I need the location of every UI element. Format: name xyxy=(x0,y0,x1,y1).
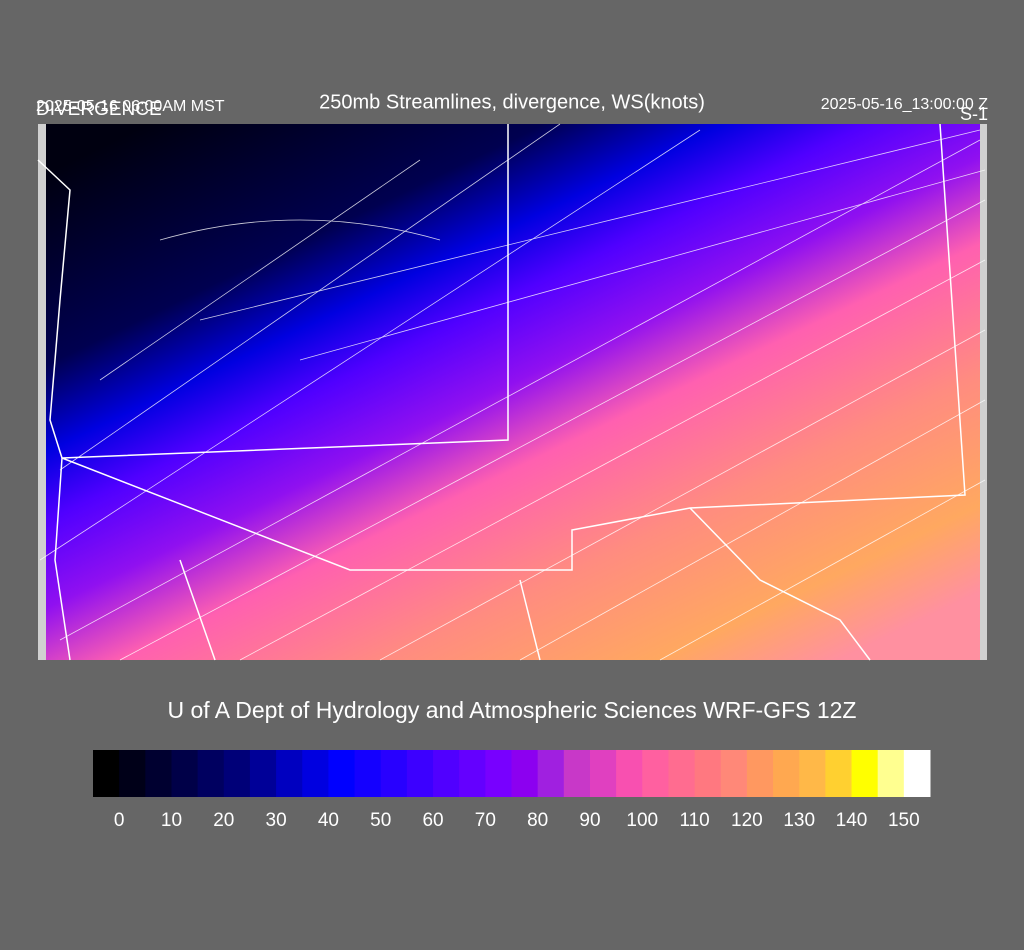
colorbar-tick-label: 120 xyxy=(731,810,763,831)
colorbar-swatch xyxy=(197,750,225,797)
state-borders xyxy=(37,123,966,661)
colorbar-swatch xyxy=(433,750,460,797)
streamlines xyxy=(39,123,986,661)
colorbar-tick-label: 90 xyxy=(579,810,600,831)
colorbar-swatch xyxy=(511,750,539,797)
colorbar-swatch xyxy=(720,750,748,797)
colorbar-tick-label: 0 xyxy=(114,810,125,831)
colorbar-swatch xyxy=(380,750,408,797)
colorbar: 0 10 20 30 40 50 60 70 80 90 100 110 120 130 140 150 xyxy=(93,750,931,831)
colorbar-tick-label: 100 xyxy=(626,810,658,831)
colorbar-swatch xyxy=(223,750,251,797)
colorbar-swatch xyxy=(93,750,120,797)
field-label: DIVERGENCE xyxy=(36,99,162,120)
colorbar-tick-label: 130 xyxy=(783,810,815,831)
colorbar-tick-label: 10 xyxy=(161,810,182,831)
colorbar-swatch xyxy=(145,750,172,797)
colorbar-swatch xyxy=(851,750,879,797)
colorbar-swatch xyxy=(119,750,146,797)
colorbar-swatch xyxy=(459,750,486,797)
colorbar-tick-label: 60 xyxy=(422,810,443,831)
colorbar-swatch xyxy=(668,750,696,797)
colorbar-swatch xyxy=(563,750,591,797)
colorbar-swatch xyxy=(877,750,905,797)
colorbar-tick-label: 140 xyxy=(836,810,868,831)
colorbar-tick-label: 40 xyxy=(318,810,339,831)
colorbar-tick-label: 110 xyxy=(679,810,709,831)
local-time: 2025-05-16 06:00AM MST xyxy=(36,98,225,115)
colorbar-swatch xyxy=(799,750,826,797)
colorbar-swatch xyxy=(642,750,669,797)
colorbar-swatch xyxy=(773,750,800,797)
level-label: S-1 xyxy=(960,104,988,124)
colorbar-tick-label: 50 xyxy=(370,810,391,831)
colorbar-tick-label: 20 xyxy=(213,810,234,831)
colorbar-swatch xyxy=(537,750,565,797)
colorbar-swatch xyxy=(616,750,643,797)
colorbar-tick-label: 70 xyxy=(475,810,496,831)
colorbar-swatch xyxy=(903,750,931,797)
valid-time: 2025-05-16_13:00:00 Z xyxy=(821,96,988,113)
colorbar-swatch xyxy=(171,750,199,797)
colorbar-swatch xyxy=(485,750,512,797)
colorbar-swatch xyxy=(249,750,277,797)
colorbar-swatch xyxy=(825,750,853,797)
colorbar-swatch xyxy=(276,750,303,797)
credit: U of A Dept of Hydrology and Atmospheric… xyxy=(167,697,856,723)
colorbar-swatch xyxy=(354,750,382,797)
colorbar-swatch xyxy=(328,750,356,797)
colorbar-swatch xyxy=(694,750,722,797)
colorbar-swatch xyxy=(406,750,434,797)
colorbar-swatch xyxy=(302,750,329,797)
colorbar-tick-label: 30 xyxy=(266,810,287,831)
colorbar-tick-label: 80 xyxy=(527,810,548,831)
colorbar-tick-label: 150 xyxy=(888,810,920,831)
colorbar-swatch xyxy=(746,750,774,797)
colorbar-swatch xyxy=(589,750,617,797)
title: 250mb Streamlines, divergence, WS(knots) xyxy=(319,91,705,113)
